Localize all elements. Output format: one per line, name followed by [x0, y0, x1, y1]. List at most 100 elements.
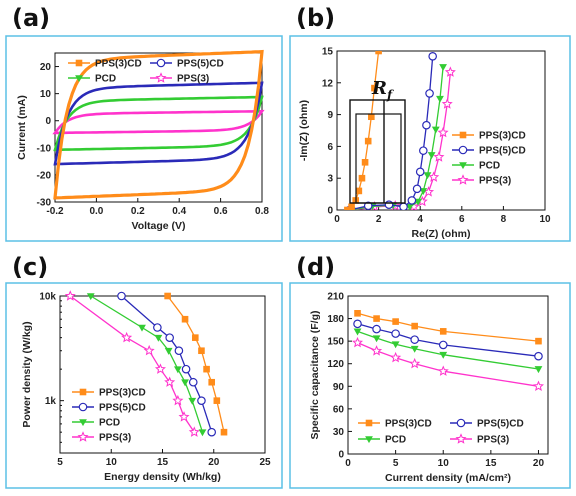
data-point [439, 328, 447, 335]
data-point [220, 428, 228, 436]
chart-c: 5 10 15 20 25 1k 10k Energy density (Wh/kg) Powe… [21, 290, 271, 483]
legend-marker [155, 72, 167, 83]
data-point [437, 365, 449, 376]
legend-label: PCD [479, 161, 500, 172]
x-tick-label: 8 [501, 214, 507, 225]
legend-label: PCD [385, 435, 406, 446]
panel-d: (d) [289, 253, 571, 489]
panel-frame [5, 282, 283, 489]
x-tick-label: 25 [259, 457, 271, 468]
chart-b: 0 2 4 6 8 10 0 3 6 9 12 15 Re(Z) (ohm) -Im(Z) (ohm) Rf… [298, 47, 551, 241]
y-tick-label: 150 [327, 337, 344, 348]
x-tick-label: 20 [208, 457, 220, 468]
rf-annotation: Rf [349, 78, 406, 204]
legend-label: PPS(5)CD [479, 146, 526, 157]
data-point [353, 328, 362, 336]
data-point [439, 351, 448, 359]
data-point [358, 174, 366, 182]
legend-marker [77, 431, 89, 442]
y-tick-label: 0 [338, 450, 344, 461]
x-tick-label: 5 [57, 457, 63, 468]
data-point [534, 351, 543, 361]
legend-marker [75, 75, 83, 83]
data-point [391, 341, 400, 349]
data-point [208, 378, 215, 386]
data-point [423, 172, 432, 180]
data-b [344, 51, 456, 210]
y-tick-label: 9 [327, 110, 333, 121]
data-point [198, 429, 207, 437]
legend-label: PPS(3)CD [99, 388, 146, 399]
legend-label: PPS(3)CD [385, 419, 432, 430]
y-tick-label: 1k [45, 396, 57, 407]
data-point [410, 345, 419, 353]
data-point [153, 323, 162, 332]
data-point [422, 120, 431, 130]
data-point [181, 315, 189, 323]
data-point [164, 292, 171, 300]
data-point [534, 366, 543, 374]
y-tick-label: 20 [40, 62, 52, 73]
y-tick-label: 180 [327, 314, 344, 325]
data-point [391, 329, 400, 338]
plot-area [54, 52, 263, 203]
y-tick-label: 10k [39, 292, 56, 303]
x-axis-label: Voltage (V) [131, 220, 185, 232]
data-point [165, 333, 174, 342]
legend-marker [79, 388, 87, 396]
y-tick-label: -10 [37, 143, 52, 154]
data-point [409, 357, 421, 369]
chart-a: -0.2 0.0 0.2 0.4 0.6 0.8 -30 -20 -10 0 10 20 Voltage… [16, 49, 269, 232]
legend-marker [78, 402, 88, 412]
data-point [86, 293, 95, 301]
y-tick-label: 30 [333, 427, 345, 438]
legend-label: PCD [95, 74, 116, 85]
cv-curve [53, 81, 264, 166]
y-tick-label: 0 [327, 206, 333, 217]
legend-label: PPS(3) [177, 74, 209, 85]
y-axis-label: Specific capacitance (F/g) [309, 311, 321, 440]
data-point [188, 426, 200, 437]
legend-marker [458, 145, 468, 155]
panel-a: (a) [5, 4, 283, 242]
x-tick-label: 10 [539, 214, 551, 225]
y-tick-label: 120 [327, 359, 344, 370]
data-point [164, 347, 173, 355]
data-point [415, 167, 425, 177]
legend-a: PPS(3)CD PPS(5)CD PCD PPS(3) [68, 59, 224, 85]
data-point [368, 113, 375, 121]
data-point [143, 344, 155, 356]
data-point [444, 66, 456, 77]
plot-area [347, 295, 549, 455]
legend-marker [75, 59, 83, 67]
legend-marker [365, 419, 373, 427]
legend-marker [459, 131, 467, 139]
x-axis-label: Current density (mA/cm²) [385, 472, 511, 484]
y-axis-label: Power density (W/kg) [21, 321, 33, 427]
data-point [192, 334, 199, 341]
legend-marker [456, 418, 466, 428]
x-tick-label: 0 [345, 458, 351, 469]
legend-label: PPS(5)CD [177, 59, 224, 70]
legend-label: PPS(3) [479, 176, 511, 187]
data-point [364, 137, 372, 145]
data-point [361, 159, 369, 166]
data-point [431, 126, 440, 134]
data-point [371, 345, 383, 356]
capacitance-line [357, 330, 539, 370]
data-point [371, 84, 378, 92]
y-tick-label: 10 [40, 89, 52, 100]
x-tick-label: -0.2 [46, 206, 64, 217]
cv-curve [52, 109, 265, 135]
data-point [354, 310, 361, 317]
data-point [373, 315, 380, 322]
data-point [405, 204, 414, 210]
data-point [121, 331, 133, 343]
rf-main: R [371, 78, 387, 99]
data-point [392, 318, 399, 325]
legend-d: PPS(3)CD PPS(5)CD PCD PPS(3) [358, 419, 524, 446]
data-point [372, 324, 381, 334]
data-point [197, 396, 206, 405]
data-point [344, 206, 351, 210]
